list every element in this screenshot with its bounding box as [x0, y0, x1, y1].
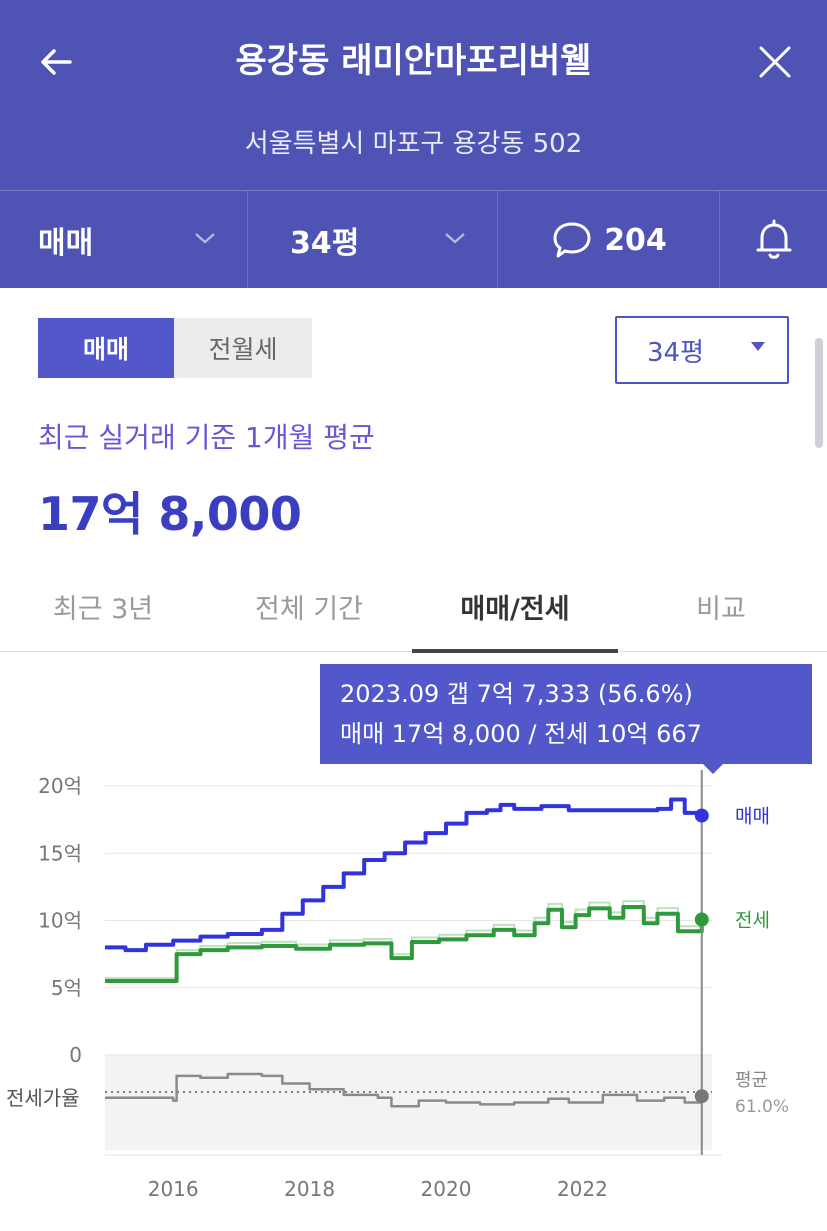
y-tick-label: 20억 [38, 774, 82, 798]
close-button[interactable] [747, 34, 803, 90]
tab-all-period[interactable]: 전체 기간 [255, 593, 363, 625]
legend-label-sale: 매매 [735, 806, 770, 828]
tooltip-gap-line: 2023.09 갭 7억 7,333 (56.6%) [340, 680, 693, 708]
legend-label-jeonse: 전세 [735, 910, 770, 932]
comments-button[interactable]: 204 [498, 191, 720, 289]
y-tick-label: 15억 [38, 841, 82, 865]
y-tick-label: 10억 [38, 909, 82, 933]
series-line-sale [105, 797, 704, 953]
area-label: 34평 [290, 226, 360, 261]
area-dropdown[interactable]: 34평 [248, 191, 498, 289]
deal-segment-control: 매매 전월세 [38, 318, 312, 378]
segment-sale[interactable]: 매매 [38, 318, 174, 378]
page-title: 용강동 래미안마포리버웰 [235, 41, 592, 81]
tab-recent-3y[interactable]: 최근 3년 [52, 593, 154, 625]
chevron-down-icon [195, 233, 215, 244]
area-select[interactable]: 34평 [615, 316, 789, 384]
x-tick-label: 2022 [557, 1177, 608, 1201]
y-tick-label: 5억 [51, 976, 82, 1000]
tooltip-price-line: 매매 17억 8,000 / 전세 10억 667 [340, 720, 702, 748]
ratio-label: 전세가율 [6, 1086, 80, 1110]
filter-bar: 매매 34평 204 [0, 190, 827, 289]
tab-compare[interactable]: 비교 [696, 593, 746, 625]
ratio-average-value: 61.0% [735, 1097, 789, 1117]
chart-tooltip: 2023.09 갭 7억 7,333 (56.6%) 매매 17억 8,000 … [320, 664, 812, 774]
arrow-left-icon [41, 49, 72, 75]
x-tick-label: 2020 [421, 1177, 472, 1201]
period-tabs: 최근 3년 전체 기간 매매/전세 비교 [0, 560, 827, 653]
alert-button[interactable] [720, 191, 827, 289]
point-jeonse-latest [694, 912, 709, 927]
x-tick-label: 2018 [284, 1177, 335, 1201]
ratio-band [105, 1055, 712, 1150]
scrollbar-thumb[interactable] [815, 338, 823, 448]
area-select-value: 34평 [647, 337, 705, 368]
app-header: 용강동 래미안마포리버웰 서울특별시 마포구 용강동 502 매매 34평 20… [0, 0, 827, 289]
average-price: 17억 8,000 [38, 487, 302, 541]
speech-bubble-icon [553, 222, 591, 258]
address: 서울특별시 마포구 용강동 502 [244, 129, 583, 159]
point-sale-latest [694, 808, 709, 823]
tooltip-pointer [703, 764, 723, 774]
x-tick-label: 2016 [148, 1177, 199, 1201]
close-icon [759, 46, 791, 78]
deal-type-label: 매매 [38, 226, 94, 261]
caret-down-icon [751, 342, 765, 351]
segment-rent[interactable]: 전월세 [208, 335, 278, 364]
deal-type-dropdown[interactable]: 매매 [0, 191, 248, 289]
bell-icon [756, 219, 791, 259]
chevron-down-icon [445, 233, 465, 244]
tab-sale-jeonse[interactable]: 매매/전세 [412, 560, 618, 653]
back-button[interactable] [28, 34, 84, 90]
average-label: 최근 실거래 기준 1개월 평균 [38, 421, 375, 454]
ratio-average-label: 평균 [735, 1070, 768, 1091]
comment-count: 204 [604, 222, 667, 258]
point-ratio-latest [694, 1089, 709, 1104]
y-tick-label: 0 [69, 1043, 82, 1067]
series-line-jeonse [105, 905, 704, 984]
series-line-ratio [105, 1072, 704, 1108]
